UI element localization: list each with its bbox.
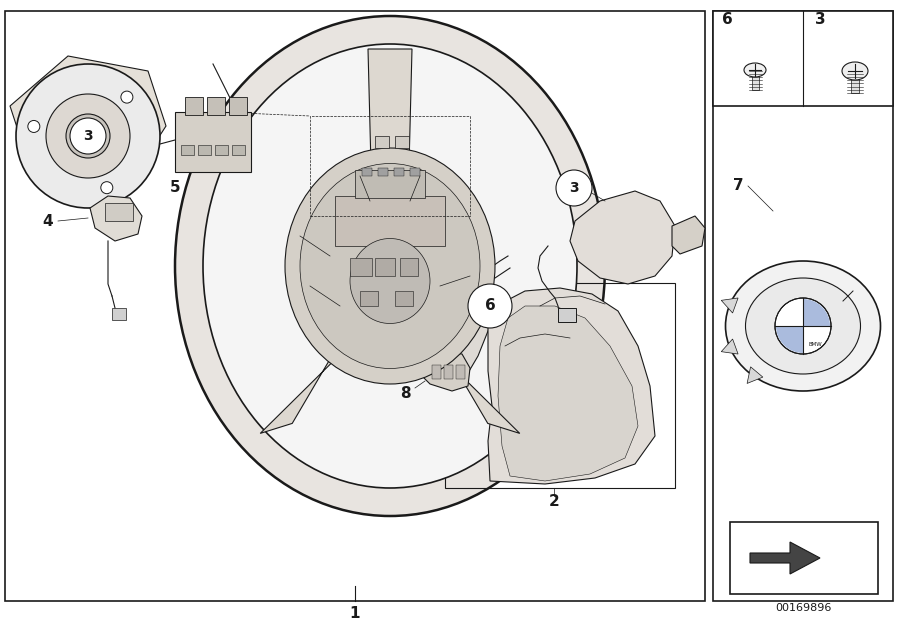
Ellipse shape <box>203 44 577 488</box>
Polygon shape <box>450 291 492 381</box>
Bar <box>375 136 389 148</box>
Text: 1: 1 <box>350 607 360 621</box>
Bar <box>752 68 759 90</box>
Polygon shape <box>750 542 820 574</box>
Bar <box>112 308 126 320</box>
Circle shape <box>16 64 160 208</box>
Circle shape <box>101 182 112 194</box>
Bar <box>851 69 859 93</box>
Text: 4: 4 <box>42 214 53 228</box>
Bar <box>207 97 225 115</box>
Bar <box>713 11 893 106</box>
Polygon shape <box>672 216 705 254</box>
Wedge shape <box>776 326 803 353</box>
Text: 3: 3 <box>83 129 93 143</box>
Bar <box>395 291 413 306</box>
Polygon shape <box>406 291 520 433</box>
Bar <box>394 168 404 176</box>
Bar <box>355 170 425 198</box>
Circle shape <box>556 170 592 206</box>
Polygon shape <box>90 196 142 241</box>
Circle shape <box>46 94 130 178</box>
Polygon shape <box>570 191 675 284</box>
Text: BMW: BMW <box>808 342 822 347</box>
Text: 6: 6 <box>484 298 495 314</box>
Ellipse shape <box>744 63 766 77</box>
Ellipse shape <box>842 62 868 80</box>
Bar <box>350 258 372 276</box>
Bar <box>713 11 893 601</box>
Text: 00169896: 00169896 <box>775 603 832 613</box>
Text: 2: 2 <box>549 494 560 509</box>
Wedge shape <box>776 299 803 326</box>
Polygon shape <box>747 367 763 384</box>
Polygon shape <box>368 49 412 206</box>
Polygon shape <box>721 298 738 313</box>
Wedge shape <box>803 299 830 326</box>
Text: 3: 3 <box>569 181 579 195</box>
Polygon shape <box>488 288 655 484</box>
Bar <box>378 168 388 176</box>
Bar <box>558 308 576 322</box>
Bar <box>730 522 878 594</box>
Text: 5: 5 <box>170 181 180 195</box>
Text: 3: 3 <box>814 13 825 27</box>
Circle shape <box>468 284 512 328</box>
Text: 8: 8 <box>400 387 410 401</box>
Bar <box>310 116 470 216</box>
Bar <box>229 97 247 115</box>
Polygon shape <box>10 56 166 216</box>
Ellipse shape <box>745 278 860 374</box>
Bar <box>215 145 228 155</box>
Text: 6: 6 <box>722 13 733 27</box>
Ellipse shape <box>300 163 480 368</box>
Wedge shape <box>803 326 830 353</box>
Circle shape <box>66 114 110 158</box>
Text: 7: 7 <box>733 179 743 193</box>
Ellipse shape <box>285 148 495 384</box>
Bar <box>432 365 441 379</box>
Circle shape <box>775 298 831 354</box>
Bar <box>456 365 465 379</box>
Polygon shape <box>420 351 470 391</box>
Bar <box>105 203 133 221</box>
Bar <box>198 145 211 155</box>
Bar <box>375 258 395 276</box>
Bar <box>410 168 420 176</box>
Ellipse shape <box>350 238 430 324</box>
Polygon shape <box>498 306 638 481</box>
Bar <box>400 258 418 276</box>
Bar <box>185 97 203 115</box>
Polygon shape <box>260 291 374 433</box>
Circle shape <box>70 118 106 154</box>
Bar <box>181 145 194 155</box>
Bar <box>175 112 251 172</box>
Circle shape <box>28 120 40 132</box>
Ellipse shape <box>175 16 605 516</box>
Bar <box>232 145 245 155</box>
Circle shape <box>121 91 133 103</box>
Bar <box>360 291 378 306</box>
Bar <box>445 283 675 488</box>
Polygon shape <box>721 339 738 354</box>
Bar <box>444 365 453 379</box>
Bar <box>395 136 409 148</box>
Bar <box>362 168 372 176</box>
Bar <box>335 196 445 246</box>
Bar <box>5 11 705 601</box>
Ellipse shape <box>725 261 880 391</box>
